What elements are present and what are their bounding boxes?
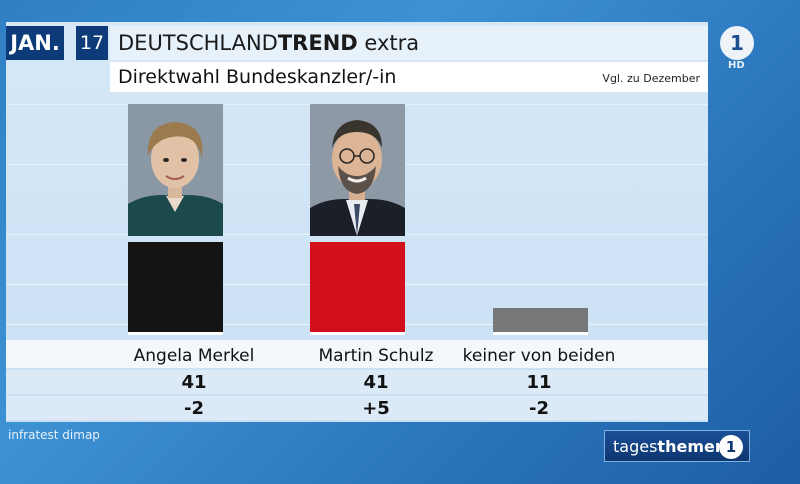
title-suffix: extra (357, 31, 420, 55)
comparison-note: Vgl. zu Dezember (602, 72, 700, 85)
subtitle-text: Direktwahl Bundeskanzler/-in (118, 66, 397, 88)
value-label: 41 (363, 372, 389, 393)
category-label: keiner von beiden (462, 346, 616, 366)
channel-badge: 1 (719, 435, 743, 459)
title-main: DEUTSCHLAND (118, 31, 278, 55)
values-row: 41 41 11 (6, 370, 708, 394)
portrait-schulz (310, 104, 405, 236)
title-bold: TREND (277, 31, 358, 55)
category-label: Angela Merkel (133, 346, 255, 366)
program-bold: themen (657, 436, 727, 456)
page-title: DEUTSCHLAND TREND extra (110, 26, 708, 60)
year-badge: 17 (76, 26, 108, 60)
bar (492, 308, 588, 335)
bar (127, 242, 223, 335)
month-badge: JAN. (6, 26, 64, 60)
program-light: tages (613, 436, 658, 456)
bar (309, 242, 405, 335)
value-label: 11 (526, 372, 552, 393)
program-logo: tages themen 1 (604, 430, 750, 462)
channel-logo: 1 (720, 26, 754, 60)
change-label: +5 (362, 398, 390, 419)
change-label: -2 (529, 398, 549, 419)
hd-label: HD (728, 60, 745, 71)
names-row: Angela Merkel Martin Schulz keiner von b… (6, 340, 708, 368)
results-table: Angela Merkel Martin Schulz keiner von b… (6, 340, 708, 422)
source-label: infratest dimap (8, 428, 100, 442)
value-label: 41 (181, 372, 207, 393)
category-label: Martin Schulz (318, 346, 434, 366)
chart-subtitle: Direktwahl Bundeskanzler/-in Vgl. zu Dez… (110, 62, 708, 92)
portrait-merkel (128, 104, 223, 236)
change-label: -2 (184, 398, 204, 419)
changes-row: -2 +5 -2 (6, 396, 708, 420)
